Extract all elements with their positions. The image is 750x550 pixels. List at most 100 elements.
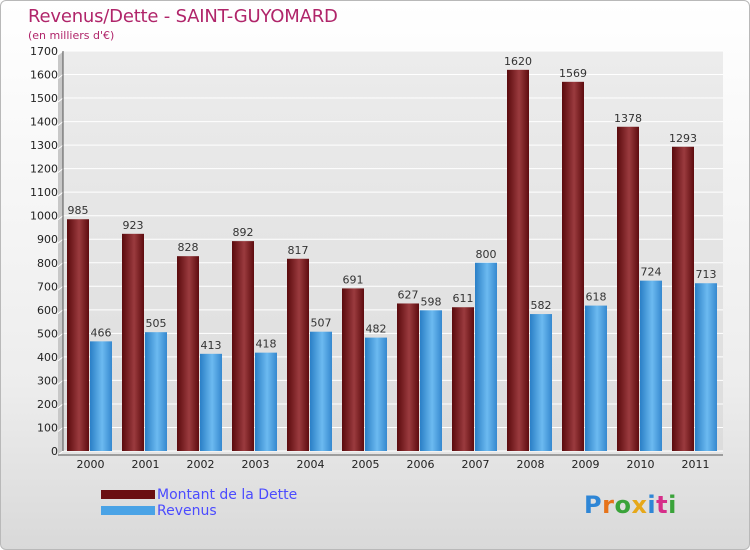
y-tick-label: 1100 bbox=[30, 186, 58, 199]
y-tick-label: 1400 bbox=[30, 116, 58, 129]
bar bbox=[397, 303, 419, 451]
bar bbox=[530, 314, 552, 451]
bar-value-label: 1293 bbox=[669, 132, 697, 145]
x-tick-label: 2001 bbox=[132, 458, 160, 471]
gridline-wall bbox=[57, 97, 64, 103]
gridline-wall bbox=[57, 427, 64, 432]
gridline-wall bbox=[57, 380, 64, 385]
gridline-wall bbox=[57, 191, 64, 197]
gridline-wall bbox=[57, 121, 64, 126]
chart-title: Revenus/Dette - SAINT-GUYOMARD bbox=[28, 6, 338, 27]
y-tick-label: 500 bbox=[37, 327, 58, 340]
bar bbox=[640, 280, 662, 451]
bar bbox=[255, 352, 277, 451]
bar-value-label: 985 bbox=[68, 204, 89, 217]
bar bbox=[177, 256, 199, 451]
bar-value-label: 691 bbox=[343, 273, 364, 286]
y-tick-label: 1000 bbox=[30, 210, 58, 223]
logo-letter: i bbox=[668, 491, 677, 519]
gridline-wall bbox=[57, 356, 64, 362]
logo-letter: P bbox=[584, 491, 603, 519]
logo-letter: t bbox=[656, 491, 669, 519]
bar-value-label: 505 bbox=[146, 317, 167, 330]
bar-value-label: 627 bbox=[398, 288, 419, 301]
bar-value-label: 482 bbox=[366, 323, 387, 336]
bar bbox=[562, 81, 584, 451]
bar bbox=[585, 305, 607, 451]
y-tick-label: 1700 bbox=[30, 45, 58, 58]
bar-value-label: 413 bbox=[201, 339, 222, 352]
y-tick-label: 0 bbox=[51, 445, 58, 458]
x-tick-label: 2007 bbox=[462, 458, 490, 471]
logo-letter: x bbox=[631, 491, 648, 519]
bar bbox=[672, 146, 694, 451]
bar bbox=[67, 219, 89, 451]
chart-subtitle: (en milliers d'€) bbox=[28, 29, 115, 42]
gridline-wall bbox=[57, 144, 64, 150]
bar bbox=[232, 241, 254, 451]
bar bbox=[145, 332, 167, 451]
bar bbox=[420, 310, 442, 451]
legend-swatch-debt bbox=[101, 490, 155, 499]
bar-value-label: 466 bbox=[91, 326, 112, 339]
y-tick-label: 100 bbox=[37, 421, 58, 434]
bar-value-label: 507 bbox=[311, 317, 332, 330]
y-tick-label: 1600 bbox=[30, 69, 58, 82]
bar-value-label: 828 bbox=[178, 241, 199, 254]
y-tick-label: 600 bbox=[37, 304, 58, 317]
gridline-wall bbox=[57, 215, 64, 221]
gridline-wall bbox=[57, 262, 64, 268]
x-tick-label: 2000 bbox=[77, 458, 105, 471]
y-tick-label: 1300 bbox=[30, 139, 58, 152]
y-tick-label: 300 bbox=[37, 374, 58, 387]
bar bbox=[287, 258, 309, 451]
bar-value-label: 598 bbox=[421, 295, 442, 308]
legend-label-debt: Montant de la Dette bbox=[157, 487, 298, 503]
bar-value-label: 713 bbox=[696, 268, 717, 281]
x-tick-label: 2005 bbox=[352, 458, 380, 471]
y-tick-label: 400 bbox=[37, 351, 58, 364]
gridline-wall bbox=[57, 309, 64, 315]
logo-letter: o bbox=[614, 491, 632, 519]
y-tick-label: 1500 bbox=[30, 92, 58, 105]
x-tick-label: 2011 bbox=[682, 458, 710, 471]
bar bbox=[617, 126, 639, 451]
gridline-wall bbox=[57, 50, 64, 56]
y-tick-label: 700 bbox=[37, 280, 58, 293]
bar bbox=[452, 307, 474, 451]
x-tick-label: 2004 bbox=[297, 458, 325, 471]
bar bbox=[365, 337, 387, 451]
legend-label-revenue: Revenus bbox=[157, 503, 217, 519]
bar-value-label: 418 bbox=[256, 338, 277, 351]
bar-value-label: 1620 bbox=[504, 55, 532, 68]
bar bbox=[475, 262, 497, 451]
x-tick-label: 2006 bbox=[407, 458, 435, 471]
bar-value-label: 611 bbox=[453, 292, 474, 305]
bar-value-label: 724 bbox=[641, 266, 662, 279]
logo-letter: i bbox=[647, 491, 657, 519]
gridline-wall bbox=[57, 332, 64, 338]
gridline-wall bbox=[57, 74, 64, 79]
y-tick-label: 200 bbox=[37, 398, 58, 411]
plot-wall bbox=[58, 51, 63, 455]
bar-value-label: 800 bbox=[476, 248, 497, 261]
gridline-wall bbox=[57, 238, 64, 244]
bar-value-label: 618 bbox=[586, 291, 607, 304]
bar bbox=[507, 69, 529, 451]
bar bbox=[342, 288, 364, 451]
logo-letter: r bbox=[602, 491, 615, 519]
proxiti-logo: Proxiti bbox=[584, 491, 677, 519]
bar-value-label: 582 bbox=[531, 299, 552, 312]
x-tick-label: 2008 bbox=[517, 458, 545, 471]
y-tick-label: 1200 bbox=[30, 163, 58, 176]
legend-swatch-revenue bbox=[101, 506, 155, 515]
x-tick-label: 2003 bbox=[242, 458, 270, 471]
x-tick-label: 2009 bbox=[572, 458, 600, 471]
x-tick-label: 2010 bbox=[627, 458, 655, 471]
bar bbox=[310, 331, 332, 451]
bar bbox=[90, 341, 112, 451]
gridline-wall bbox=[57, 403, 64, 409]
y-tick-label: 800 bbox=[37, 257, 58, 270]
